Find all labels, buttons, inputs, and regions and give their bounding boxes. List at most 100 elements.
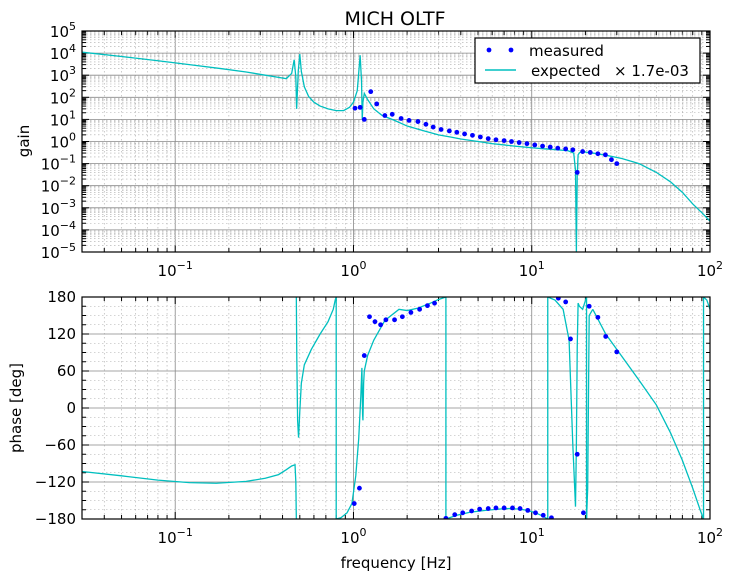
phase-measured-point	[383, 317, 389, 323]
phase-measured-point	[493, 505, 499, 511]
phase-expected-line-segment	[585, 309, 594, 519]
phase-measured-point	[399, 314, 405, 320]
gain-measured-point	[415, 119, 421, 124]
phase-expected-line-segment	[703, 297, 710, 310]
gain-measured-point	[563, 146, 569, 152]
phase-x-tick-label: 10−1	[158, 526, 193, 547]
phase-axes-frame	[81, 296, 711, 520]
gain-measured-point	[352, 105, 358, 111]
phase-expected-line-segment	[547, 297, 588, 507]
gain-measured-point	[609, 157, 614, 163]
gain-measured-point	[406, 118, 412, 123]
phase-measured-point	[563, 299, 569, 305]
phase-y-tick-label: 60	[57, 362, 76, 380]
gain-y-tick-label: 105	[50, 20, 76, 41]
gain-y-tick-label: 104	[50, 42, 76, 63]
phase-measured-point	[581, 510, 586, 516]
phase-measured-point	[603, 334, 609, 339]
gain-measured-point	[389, 111, 395, 117]
phase-expected-line-segment	[82, 463, 297, 519]
gain-y-tick-label: 10−4	[41, 219, 76, 240]
gain-measured-point	[570, 147, 576, 153]
gain-measured-point	[614, 161, 620, 167]
chart-title: MICH OLTF	[344, 8, 445, 30]
gain-measured-point	[361, 117, 367, 122]
phase-measured-point	[452, 512, 458, 518]
gain-y-tick-label: 10−5	[41, 241, 76, 262]
legend-marker-measured	[486, 47, 492, 53]
legend-marker-measured-2	[508, 47, 514, 53]
gain-measured-point	[382, 113, 388, 118]
gain-measured-point	[438, 127, 444, 132]
gain-axes-frame	[81, 30, 711, 253]
phase-y-tick-label: 180	[47, 288, 76, 306]
gain-measured-point	[595, 151, 601, 157]
phase-y-tick-label: −180	[35, 510, 76, 528]
phase-measured-point	[357, 485, 362, 491]
gain-x-tick-label: 100	[340, 259, 366, 280]
phase-x-tick-label: 100	[340, 526, 366, 547]
gain-measured-point	[547, 144, 553, 150]
phase-measured-point	[378, 322, 384, 328]
gain-measured-point	[374, 101, 380, 107]
gain-y-tick-label: 10−2	[41, 175, 76, 196]
gain-measured-point	[485, 136, 491, 142]
phase-expected-line-segment	[295, 297, 337, 438]
phase-y-tick-label: 120	[47, 325, 76, 343]
phase-x-ticks: 10−1 100 101 102	[158, 526, 723, 547]
phase-y-axis-label: phase [deg]	[7, 363, 25, 453]
phase-measured-point	[595, 314, 601, 320]
gain-y-tick-label: 101	[50, 108, 76, 129]
phase-expected-line-segment	[445, 507, 549, 519]
phase-x-tick-label: 101	[519, 526, 545, 547]
phase-measured-point	[540, 512, 546, 518]
phase-y-ticks: 180 120 60 0 −60 −120 −180	[35, 288, 76, 528]
phase-measured-point	[477, 506, 483, 512]
phase-measured-point	[408, 310, 414, 315]
gain-measured-point	[446, 128, 452, 134]
phase-measured-point	[469, 508, 475, 514]
legend-label-expected-scale: × 1.7e-03	[614, 62, 689, 80]
phase-x-axis-label: frequency [Hz]	[341, 554, 452, 572]
phase-measured-point	[574, 451, 580, 457]
gain-measured-point	[603, 152, 608, 158]
gain-measured-point	[574, 169, 580, 175]
phase-x-tick-label: 102	[697, 526, 723, 547]
phase-measured-point	[417, 306, 423, 312]
gain-x-tick-label: 10−1	[158, 259, 193, 280]
gain-x-tick-label: 101	[519, 259, 545, 280]
gain-y-tick-label: 102	[50, 86, 76, 107]
gain-measured-point	[423, 121, 429, 127]
gain-measured-point	[430, 124, 436, 130]
phase-measured-point	[501, 505, 507, 511]
gain-measured-point	[580, 149, 586, 154]
phase-measured-point	[361, 353, 367, 358]
gain-measured-point	[357, 104, 363, 110]
gain-measured-point	[477, 134, 483, 140]
phase-measured-point	[425, 303, 430, 309]
phase-measured-point	[432, 300, 437, 306]
gain-y-tick-label: 10−1	[41, 153, 76, 174]
gain-measured-point	[516, 140, 522, 145]
phase-measured-point	[517, 506, 523, 511]
gain-measured-point	[501, 138, 507, 143]
gain-x-ticks: 10−1 100 101 102	[158, 259, 723, 280]
phase-measured-point	[586, 303, 592, 309]
phase-measured-point	[392, 317, 397, 323]
gain-measured-point	[587, 150, 593, 155]
phase-measured-point	[443, 515, 449, 519]
phase-y-tick-label: −120	[35, 473, 76, 491]
gain-measured-point	[470, 132, 475, 138]
phase-measured-point	[568, 336, 573, 342]
phase-expected-line-segment	[336, 297, 447, 519]
phase-expected-line-segment	[592, 309, 705, 519]
gain-measured-point	[532, 142, 538, 148]
gain-measured-point	[462, 131, 467, 137]
phase-measured-point	[351, 501, 357, 506]
phase-measured-point	[614, 349, 620, 355]
gain-measured-point	[493, 137, 499, 143]
phase-measured-points	[351, 297, 620, 519]
gain-measured-point	[368, 89, 374, 95]
